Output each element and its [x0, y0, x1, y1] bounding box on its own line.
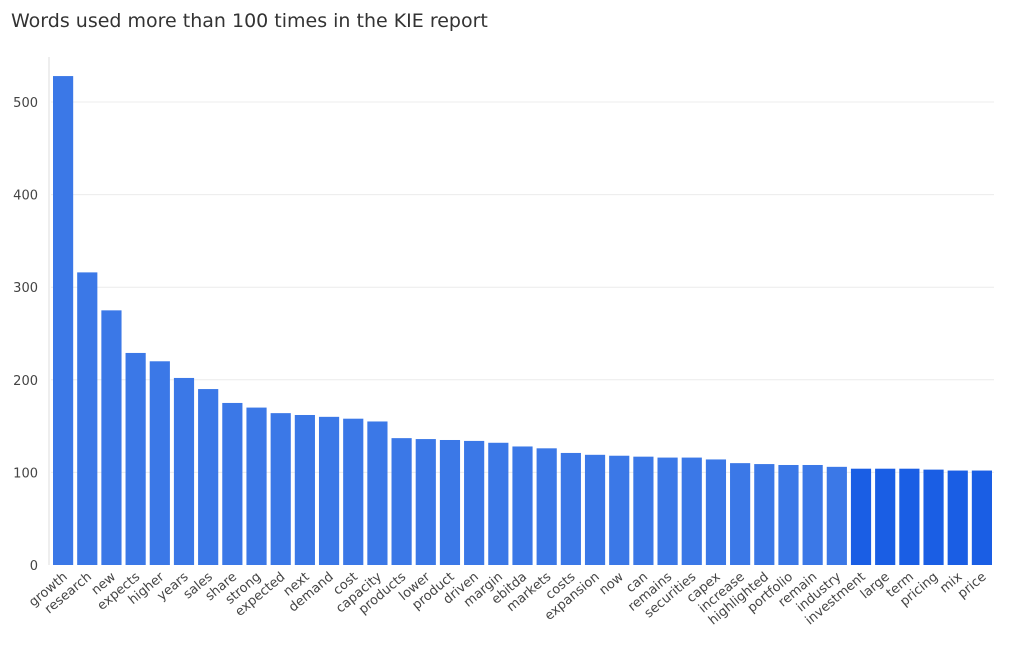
bar-expected[interactable]: [270, 413, 291, 565]
bar-growth[interactable]: [53, 76, 74, 565]
bar-costs[interactable]: [560, 452, 581, 565]
bar-term[interactable]: [899, 468, 920, 565]
bar-securities[interactable]: [681, 457, 702, 565]
bar-ebitda[interactable]: [512, 446, 533, 565]
bar-share[interactable]: [222, 402, 243, 565]
x-tick-label-now: now: [597, 569, 627, 598]
bar-sales[interactable]: [198, 389, 219, 565]
bar-large[interactable]: [875, 468, 896, 565]
bar-capacity[interactable]: [367, 421, 388, 565]
y-tick-label: 100: [13, 466, 38, 481]
y-axis-ticks: 0 100 200 300 400 500: [13, 96, 38, 574]
bar-highlighted[interactable]: [754, 464, 775, 565]
bar-expansion[interactable]: [584, 454, 606, 565]
bar-remain[interactable]: [802, 464, 823, 565]
bar-higher[interactable]: [149, 361, 170, 565]
bar-portfolio[interactable]: [778, 464, 799, 565]
bar-expects[interactable]: [125, 352, 146, 565]
bar-next[interactable]: [294, 414, 315, 565]
bar-lower[interactable]: [415, 439, 436, 565]
y-tick-label: 500: [13, 96, 38, 111]
bar-driven[interactable]: [464, 440, 485, 565]
bar-pricing[interactable]: [923, 469, 944, 565]
bar-price[interactable]: [971, 470, 992, 565]
x-axis-labels: growthresearchnewexpectshigheryearssales…: [26, 569, 989, 628]
x-tick-label-price: price: [955, 570, 989, 602]
bar-margin[interactable]: [488, 442, 509, 565]
bar-remains[interactable]: [657, 457, 678, 565]
bars: [53, 76, 992, 565]
bar-mix[interactable]: [947, 470, 968, 565]
bar-increase[interactable]: [730, 463, 751, 565]
bar-investment[interactable]: [850, 468, 872, 565]
bar-cost[interactable]: [343, 418, 364, 565]
bar-can[interactable]: [633, 456, 654, 565]
bar-demand[interactable]: [318, 416, 340, 565]
y-tick-label: 300: [13, 281, 38, 296]
bar-years[interactable]: [173, 377, 195, 565]
bar-product[interactable]: [439, 439, 461, 565]
bar-capex[interactable]: [705, 459, 727, 565]
chart-title: Words used more than 100 times in the KI…: [11, 10, 488, 32]
bar-products[interactable]: [391, 438, 412, 565]
y-tick-label: 200: [13, 374, 38, 389]
bar-new[interactable]: [101, 310, 122, 565]
bar-research[interactable]: [77, 272, 98, 565]
bar-markets[interactable]: [536, 448, 557, 565]
bar-strong[interactable]: [246, 407, 267, 565]
y-tick-label: 0: [30, 559, 38, 574]
y-tick-label: 400: [13, 189, 38, 204]
bar-now[interactable]: [609, 455, 630, 565]
bar-industry[interactable]: [826, 466, 847, 565]
